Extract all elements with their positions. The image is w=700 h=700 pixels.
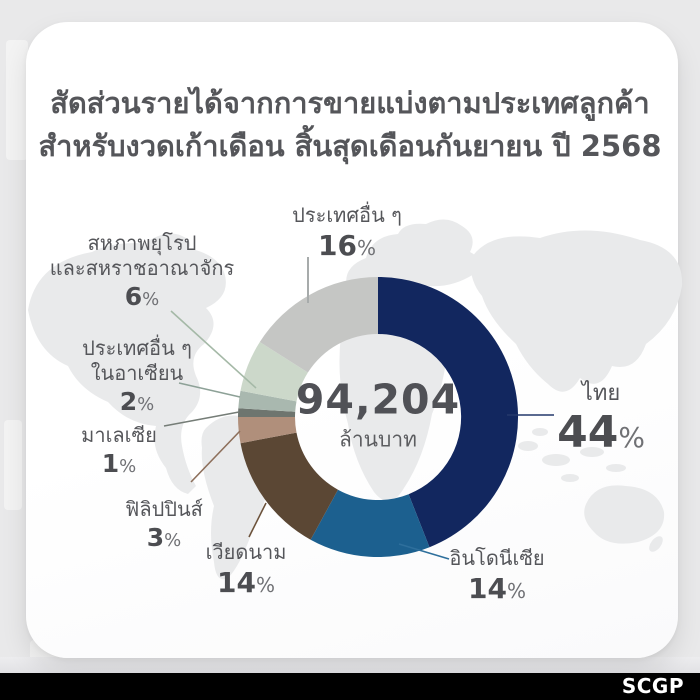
percent-value: 3% <box>146 523 182 552</box>
label-thailand: ไทย 44% <box>557 380 645 456</box>
slice-thailand <box>378 277 519 548</box>
country-name: อินโดนีเซีย <box>449 546 545 570</box>
percent-sign: % <box>164 530 182 551</box>
country-name: ไทย <box>581 381 621 406</box>
brand-logo: SCGP <box>621 674 684 698</box>
slice-philippines <box>238 417 297 444</box>
percent-sign: % <box>356 236 376 260</box>
title-line-2: สำหรับงวดเก้าเดือน สิ้นสุดเดือนกันยายน ป… <box>38 129 662 163</box>
page-title: สัดส่วนรายได้จากการขายแบ่งตามประเทศลูกค้… <box>0 82 700 168</box>
percent-sign: % <box>142 289 160 310</box>
percent-sign: % <box>119 456 137 477</box>
donut-center-value: 94,204 <box>295 375 461 424</box>
label-malaysia: มาเลเซีย 1% <box>81 423 157 477</box>
percent-value: 1% <box>101 449 137 478</box>
percent-value: 2% <box>119 387 155 416</box>
leader-line-philippines <box>190 430 241 483</box>
percent-value: 16% <box>318 229 376 262</box>
country-name: สหภาพยุโรป <box>87 231 197 255</box>
country-name: ประเทศอื่น ๆ <box>82 336 192 360</box>
percent-value: 6% <box>124 282 160 311</box>
world-map-icon <box>28 219 683 580</box>
label-others: ประเทศอื่น ๆ 16% <box>292 203 402 260</box>
leader-line-indonesia <box>398 543 450 560</box>
slice-others <box>259 277 378 373</box>
label-philippines: ฟิลิปปินส์ 3% <box>125 497 203 551</box>
donut-center-unit: ล้านบาท <box>339 427 417 452</box>
slice-eu-uk <box>240 342 308 402</box>
slice-indonesia <box>310 489 430 558</box>
backdrop-texture <box>6 40 28 160</box>
slice-vietnam <box>240 432 338 540</box>
leader-lines <box>163 257 554 560</box>
country-name: มาเลเซีย <box>81 423 157 447</box>
backdrop-strip <box>0 657 700 673</box>
percent-sign: % <box>506 579 526 603</box>
percent-value: 14% <box>217 566 275 599</box>
donut-ring <box>238 277 519 558</box>
country-name: ฟิลิปปินส์ <box>125 497 203 521</box>
leader-line-malaysia <box>163 411 240 427</box>
backdrop-texture <box>4 420 22 510</box>
country-name: ประเทศอื่น ๆ <box>292 203 402 227</box>
label-vietnam: เวียดนาม 14% <box>206 540 287 597</box>
leader-line-asean-others <box>178 382 241 398</box>
percent-sign: % <box>255 573 275 597</box>
percent-sign: % <box>618 421 645 454</box>
percent-value: 44% <box>557 407 645 458</box>
country-name-line2: และสหราชอาณาจักร <box>49 256 235 280</box>
leader-line-vietnam <box>248 502 267 538</box>
country-name: เวียดนาม <box>205 540 287 564</box>
percent-value: 14% <box>468 572 526 605</box>
footer-bar: SCGP <box>0 673 700 700</box>
label-asean-others: ประเทศอื่น ๆ ในอาเซียน 2% <box>82 336 192 415</box>
country-name-line2: ในอาเซียน <box>90 361 184 385</box>
slice-malaysia <box>238 408 296 417</box>
label-indonesia: อินโดนีเซีย 14% <box>449 546 544 603</box>
donut-center: 94,204 ล้านบาท <box>296 378 460 457</box>
leader-line-eu-uk <box>170 310 257 389</box>
slice-asean-others <box>238 390 297 412</box>
title-line-1: สัดส่วนรายได้จากการขายแบ่งตามประเทศลูกค้… <box>50 86 650 120</box>
label-eu-uk: สหภาพยุโรป และสหราชอาณาจักร 6% <box>50 231 234 310</box>
percent-sign: % <box>137 394 155 415</box>
